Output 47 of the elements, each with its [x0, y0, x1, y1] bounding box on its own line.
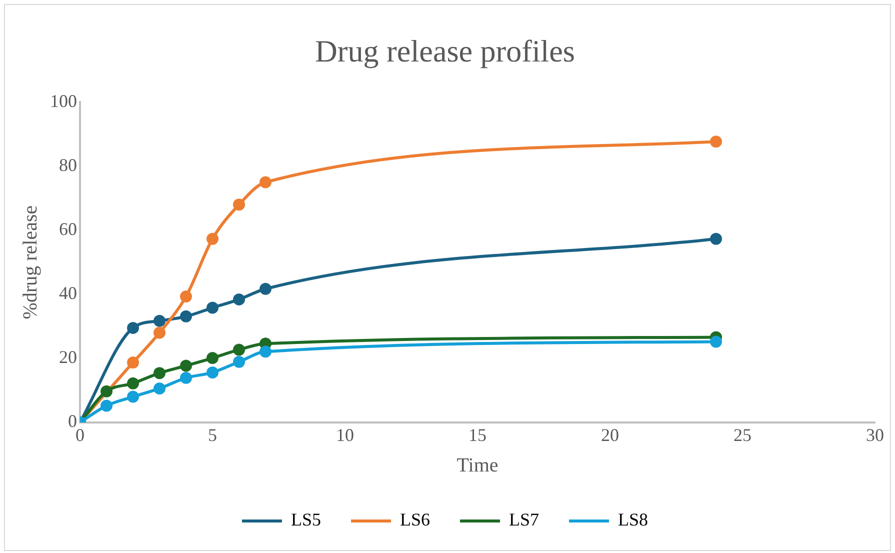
x-tick-label: 5	[208, 424, 217, 445]
point	[710, 136, 722, 148]
legend-label: LS7	[509, 510, 540, 530]
point	[127, 356, 139, 369]
point	[154, 382, 166, 394]
point	[710, 336, 722, 348]
point	[260, 282, 272, 295]
point	[260, 176, 272, 188]
point	[180, 360, 192, 372]
point	[206, 366, 218, 378]
legend-label: LS5	[290, 510, 322, 530]
point	[233, 293, 245, 306]
point	[127, 377, 139, 390]
point	[233, 344, 245, 356]
point	[180, 372, 192, 384]
point	[100, 400, 112, 412]
y-tick-label: 60	[59, 219, 77, 240]
x-tick-label: 10	[336, 424, 354, 445]
point	[260, 346, 272, 358]
point	[127, 322, 139, 334]
point	[206, 352, 218, 364]
point	[233, 356, 245, 368]
y-tick-label: 40	[59, 283, 77, 304]
point	[154, 367, 166, 380]
y-tick-label: 20	[59, 347, 77, 368]
point	[180, 290, 192, 303]
legend-label: LS6	[400, 510, 430, 530]
point	[100, 385, 112, 398]
y-tick-label: 80	[59, 154, 77, 175]
point	[180, 310, 192, 322]
x-axis-title: Time	[456, 454, 498, 476]
point	[127, 390, 139, 403]
point	[154, 314, 166, 327]
x-tick-label: 20	[601, 424, 619, 445]
legend-label: LS8	[618, 510, 648, 530]
point	[206, 302, 218, 314]
x-tick-label: 25	[734, 424, 752, 445]
point	[233, 198, 245, 211]
y-axis-title: %drug release	[19, 205, 42, 320]
point	[154, 326, 166, 339]
point	[206, 232, 218, 245]
x-tick-label: 15	[468, 424, 486, 445]
y-tick-label: 0	[68, 411, 77, 432]
point	[710, 232, 722, 245]
chart-title: Drug release profiles	[315, 34, 575, 69]
x-tick-label: 30	[866, 424, 884, 445]
y-tick-label: 100	[50, 90, 77, 111]
